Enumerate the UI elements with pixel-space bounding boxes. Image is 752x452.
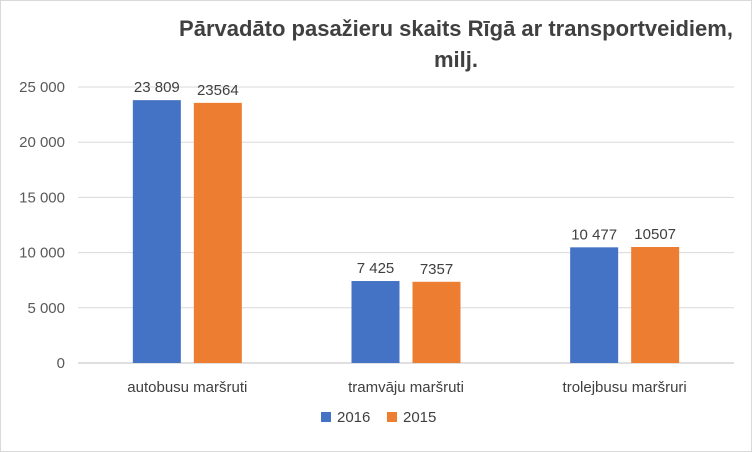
data-label-2015: 23564 xyxy=(197,82,239,99)
y-axis-ticks: 0 5 000 10 000 15 000 20 000 25 000 xyxy=(19,79,65,372)
legend-label-2015: 2015 xyxy=(403,409,436,426)
data-label-2015: 10507 xyxy=(634,226,676,243)
legend: 2016 2015 xyxy=(321,409,436,426)
y-tick-label: 0 xyxy=(57,355,65,372)
bar-2016 xyxy=(570,247,619,363)
bar-2016 xyxy=(351,281,400,363)
data-label-2015: 7357 xyxy=(420,261,453,278)
chart-title-line-2: milj. xyxy=(434,47,478,72)
bar-2015 xyxy=(631,247,680,363)
data-label-2016: 7 425 xyxy=(357,260,395,277)
y-tick-label: 15 000 xyxy=(19,189,65,206)
bar-2016 xyxy=(132,100,181,363)
gridlines xyxy=(78,86,734,364)
legend-swatch-2016 xyxy=(321,412,331,422)
y-tick-label: 20 000 xyxy=(19,134,65,151)
bar-2015 xyxy=(193,102,242,363)
y-tick-label: 5 000 xyxy=(27,300,65,317)
y-tick-label: 10 000 xyxy=(19,245,65,262)
category-labels: autobusu maršruti tramvāju maršruti trolej… xyxy=(127,379,686,396)
bars xyxy=(132,100,680,363)
data-label-2016: 23 809 xyxy=(134,79,180,96)
category-label: tramvāju maršruti xyxy=(348,379,464,396)
bar-2015 xyxy=(412,281,461,363)
data-label-2016: 10 477 xyxy=(571,226,617,243)
legend-swatch-2015 xyxy=(387,412,397,422)
legend-label-2016: 2016 xyxy=(337,409,370,426)
chart-title-line-1: Pārvadāto pasažieru skaits Rīgā ar trans… xyxy=(179,16,733,41)
category-label: trolejbusu maršruri xyxy=(563,379,687,396)
y-tick-label: 25 000 xyxy=(19,79,65,96)
data-labels: 23 809 23564 7 425 7357 10 477 10507 xyxy=(134,79,676,278)
category-label: autobusu maršruti xyxy=(127,379,247,396)
